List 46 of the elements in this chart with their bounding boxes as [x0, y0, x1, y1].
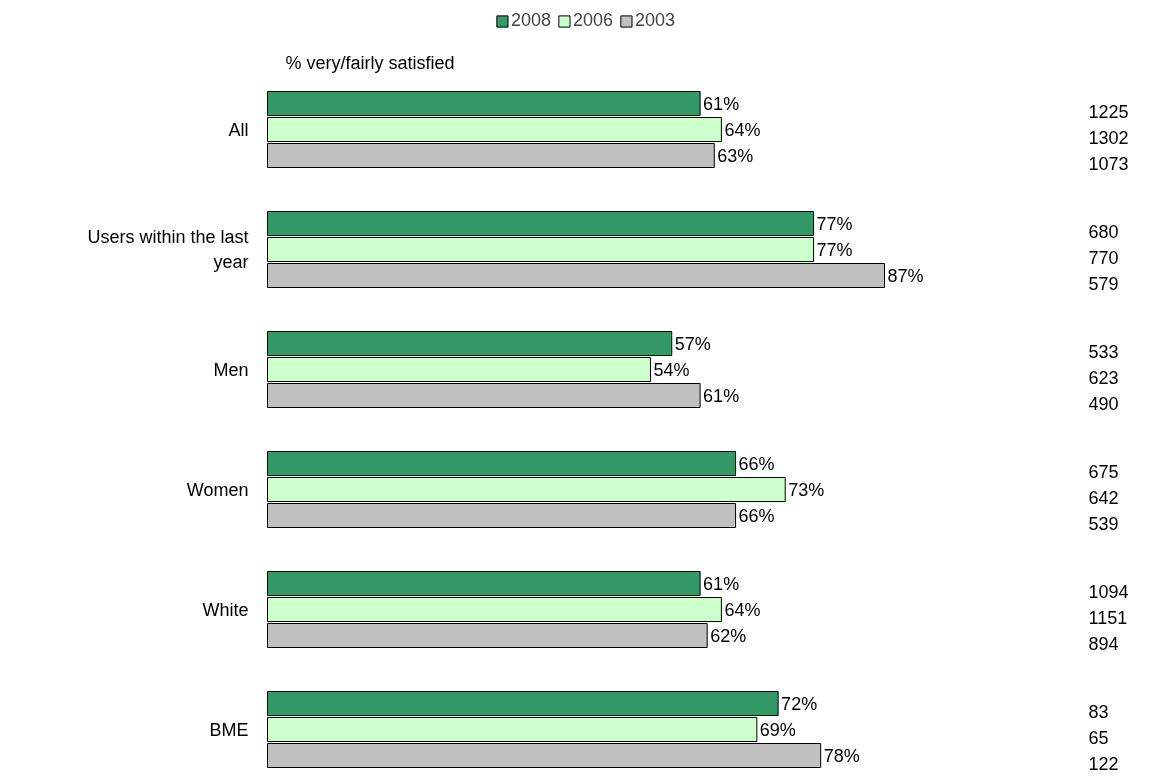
text: 83: [1088, 702, 1109, 722]
text: 490: [1088, 394, 1119, 414]
text: 533: [1088, 342, 1119, 362]
data-label: 66%: [738, 453, 775, 474]
data-label: 87%: [887, 265, 924, 286]
text: 680: [1088, 222, 1119, 242]
data-label: 61%: [703, 573, 740, 594]
text: 623: [1088, 368, 1119, 388]
data-label: 78%: [823, 745, 860, 766]
legend-label: 2003: [635, 10, 676, 31]
data-label: 64%: [724, 599, 761, 620]
text: 1302: [1088, 128, 1129, 148]
data-label: 77%: [816, 239, 853, 260]
data-label: 77%: [816, 213, 853, 234]
data-label: 69%: [759, 719, 796, 740]
data-label: 72%: [781, 693, 818, 714]
text: 642: [1088, 488, 1119, 508]
chart-subtitle: % very/fairly satisfied: [285, 52, 455, 73]
data-label: 63%: [717, 145, 754, 166]
data-label: 61%: [703, 93, 740, 114]
text: 1151: [1088, 608, 1128, 628]
text: 1073: [1088, 154, 1129, 174]
y-tick-label: All: [228, 119, 249, 140]
text: 579: [1088, 274, 1119, 294]
y-tick-label: Men: [213, 359, 249, 380]
text: 539: [1088, 514, 1119, 534]
data-label: 57%: [674, 333, 711, 354]
data-label: 73%: [788, 479, 825, 500]
text: 770: [1088, 248, 1119, 268]
y-tick-label: White: [202, 599, 249, 620]
text: 675: [1088, 462, 1119, 482]
legend-label: 2006: [572, 10, 614, 31]
legend-label: 2008: [510, 10, 551, 31]
y-tick-label: Users within the last year: [87, 227, 249, 272]
y-tick-label: BME: [209, 719, 249, 740]
text: 122: [1088, 754, 1119, 774]
y-tick-label: Women: [186, 479, 249, 500]
text: 1094: [1088, 582, 1129, 602]
data-label: 54%: [653, 359, 690, 380]
text: 65: [1088, 728, 1109, 748]
data-label: 61%: [703, 385, 740, 406]
data-label: 64%: [724, 119, 761, 140]
text: 1225: [1088, 102, 1129, 122]
data-label: 66%: [738, 505, 775, 526]
text: 894: [1088, 634, 1119, 654]
data-label: 62%: [710, 625, 747, 646]
